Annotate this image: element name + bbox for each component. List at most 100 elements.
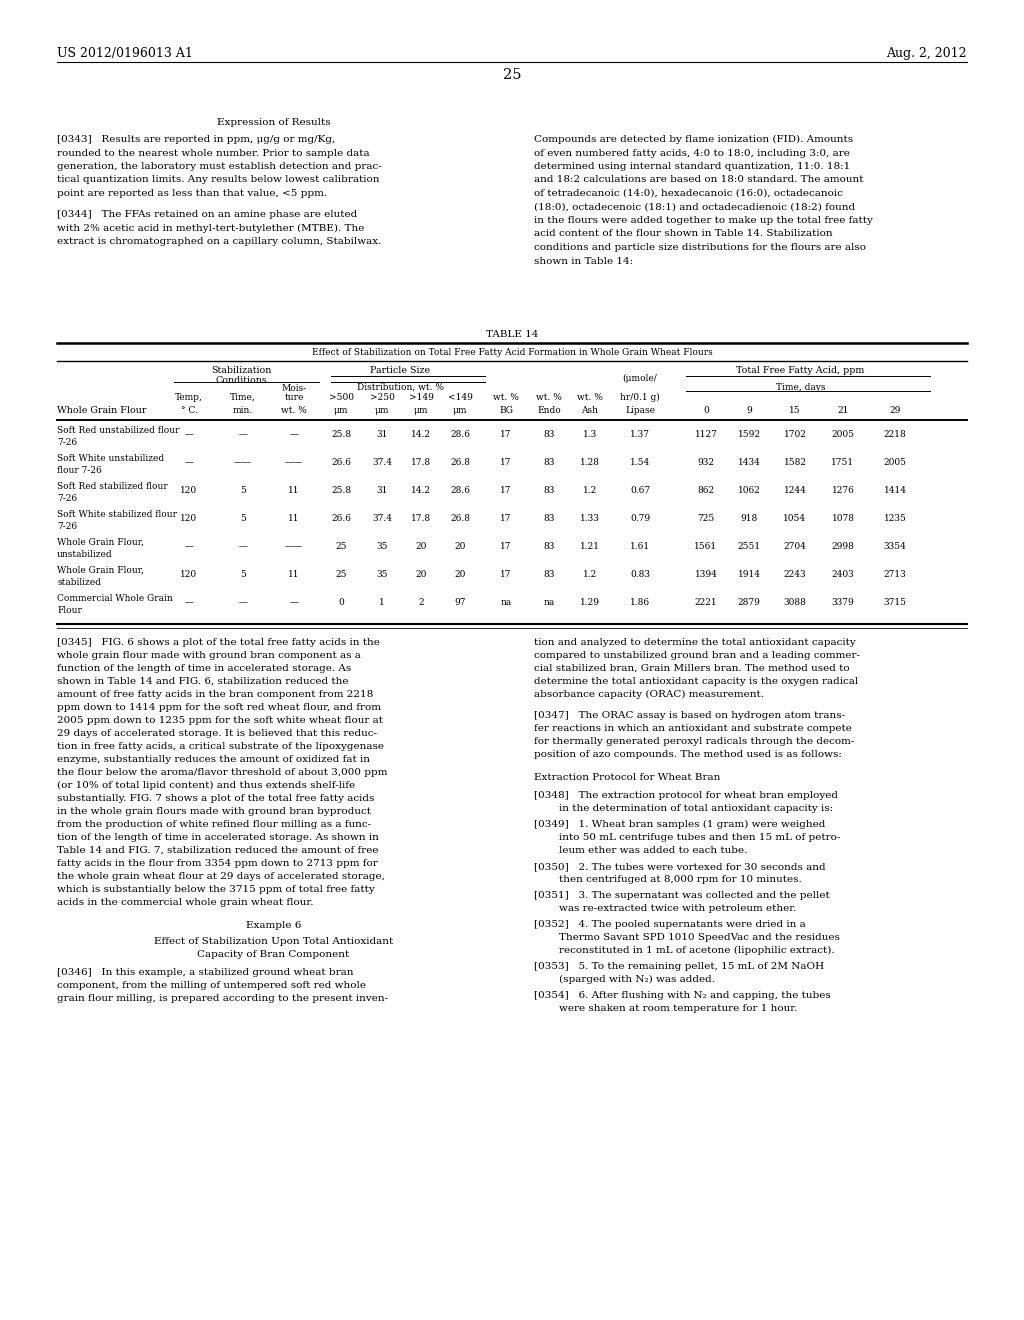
- Text: 35: 35: [376, 570, 388, 579]
- Text: (sparged with N₂) was added.: (sparged with N₂) was added.: [559, 975, 715, 985]
- Text: 37.4: 37.4: [372, 458, 392, 467]
- Text: 2998: 2998: [831, 543, 854, 550]
- Text: 1751: 1751: [831, 458, 855, 467]
- Text: [0345]   FIG. 6 shows a plot of the total free fatty acids in the: [0345] FIG. 6 shows a plot of the total …: [57, 638, 380, 647]
- Text: and 18:2 calculations are based on 18:0 standard. The amount: and 18:2 calculations are based on 18:0 …: [534, 176, 863, 185]
- Text: fer reactions in which an antioxidant and substrate compete: fer reactions in which an antioxidant an…: [534, 723, 852, 733]
- Text: na: na: [501, 598, 512, 607]
- Text: Whole Grain Flour: Whole Grain Flour: [57, 407, 146, 414]
- Text: 5: 5: [240, 513, 246, 523]
- Text: acids in the commercial whole grain wheat flour.: acids in the commercial whole grain whea…: [57, 898, 313, 907]
- Text: Commercial Whole Grain: Commercial Whole Grain: [57, 594, 173, 603]
- Text: 1276: 1276: [831, 486, 854, 495]
- Text: 17: 17: [501, 570, 512, 579]
- Text: wt. %: wt. %: [536, 393, 562, 403]
- Text: 11: 11: [288, 486, 300, 495]
- Text: Time, days: Time, days: [776, 383, 825, 392]
- Text: [0350]   2. The tubes were vortexed for 30 seconds and: [0350] 2. The tubes were vortexed for 30…: [534, 862, 825, 871]
- Text: shown in Table 14 and FIG. 6, stabilization reduced the: shown in Table 14 and FIG. 6, stabilizat…: [57, 677, 348, 686]
- Text: 1561: 1561: [694, 543, 718, 550]
- Text: 20: 20: [416, 570, 427, 579]
- Text: stabilized: stabilized: [57, 578, 101, 587]
- Text: 1078: 1078: [831, 513, 854, 523]
- Text: 0: 0: [338, 598, 344, 607]
- Text: Endo: Endo: [538, 407, 561, 414]
- Text: Ash: Ash: [582, 407, 598, 414]
- Text: 14.2: 14.2: [411, 486, 431, 495]
- Text: [0351]   3. The supernatant was collected and the pellet: [0351] 3. The supernatant was collected …: [534, 891, 829, 900]
- Text: [0346]   In this example, a stabilized ground wheat bran: [0346] In this example, a stabilized gro…: [57, 968, 353, 977]
- Text: 2221: 2221: [694, 598, 718, 607]
- Text: 0.67: 0.67: [630, 486, 650, 495]
- Text: 2005: 2005: [831, 430, 854, 440]
- Text: Soft White unstabilized: Soft White unstabilized: [57, 454, 164, 463]
- Text: [0352]   4. The pooled supernatants were dried in a: [0352] 4. The pooled supernatants were d…: [534, 920, 806, 929]
- Text: 1.54: 1.54: [630, 458, 650, 467]
- Text: [0347]   The ORAC assay is based on hydrogen atom trans-: [0347] The ORAC assay is based on hydrog…: [534, 711, 845, 719]
- Text: Flour: Flour: [57, 606, 82, 615]
- Text: 31: 31: [376, 486, 388, 495]
- Text: 1127: 1127: [694, 430, 718, 440]
- Text: ture: ture: [285, 393, 304, 403]
- Text: 3715: 3715: [884, 598, 906, 607]
- Text: 1582: 1582: [783, 458, 807, 467]
- Text: Expression of Results: Expression of Results: [217, 117, 331, 127]
- Text: point are reported as less than that value, <5 ppm.: point are reported as less than that val…: [57, 189, 327, 198]
- Text: >500: >500: [329, 393, 353, 403]
- Text: 29: 29: [889, 407, 901, 414]
- Text: 26.8: 26.8: [450, 513, 470, 523]
- Text: 918: 918: [740, 513, 758, 523]
- Text: 11: 11: [288, 570, 300, 579]
- Text: hr/0.1 g): hr/0.1 g): [621, 393, 659, 403]
- Text: 35: 35: [376, 543, 388, 550]
- Text: 2005 ppm down to 1235 ppm for the soft white wheat flour at: 2005 ppm down to 1235 ppm for the soft w…: [57, 715, 383, 725]
- Text: into 50 mL centrifuge tubes and then 15 mL of petro-: into 50 mL centrifuge tubes and then 15 …: [559, 833, 841, 842]
- Text: —: —: [290, 430, 299, 440]
- Text: 1.29: 1.29: [580, 598, 600, 607]
- Text: 2704: 2704: [783, 543, 807, 550]
- Text: 2005: 2005: [884, 458, 906, 467]
- Text: 1: 1: [379, 598, 385, 607]
- Text: ——: ——: [234, 458, 252, 467]
- Text: tical quantization limits. Any results below lowest calibration: tical quantization limits. Any results b…: [57, 176, 380, 185]
- Text: (18:0), octadecenoic (18:1) and octadecadienoic (18:2) found: (18:0), octadecenoic (18:1) and octadeca…: [534, 202, 855, 211]
- Text: 1.28: 1.28: [580, 458, 600, 467]
- Text: μm: μm: [453, 407, 467, 414]
- Text: component, from the milling of untempered soft red whole: component, from the milling of untempere…: [57, 981, 366, 990]
- Text: 1434: 1434: [737, 458, 761, 467]
- Text: Extraction Protocol for Wheat Bran: Extraction Protocol for Wheat Bran: [534, 774, 720, 781]
- Text: 17: 17: [501, 513, 512, 523]
- Text: generation, the laboratory must establish detection and prac-: generation, the laboratory must establis…: [57, 162, 382, 172]
- Text: —: —: [239, 543, 248, 550]
- Text: 0: 0: [703, 407, 709, 414]
- Text: reconstituted in 1 mL of acetone (lipophilic extract).: reconstituted in 1 mL of acetone (lipoph…: [559, 946, 835, 956]
- Text: Distribution, wt. %: Distribution, wt. %: [357, 383, 444, 392]
- Text: acid content of the flour shown in Table 14. Stabilization: acid content of the flour shown in Table…: [534, 230, 833, 239]
- Text: the flour below the aroma/flavor threshold of about 3,000 ppm: the flour below the aroma/flavor thresho…: [57, 768, 387, 777]
- Text: Whole Grain Flour,: Whole Grain Flour,: [57, 539, 144, 546]
- Text: μm: μm: [334, 407, 348, 414]
- Text: tion in free fatty acids, a critical substrate of the lipoxygenase: tion in free fatty acids, a critical sub…: [57, 742, 384, 751]
- Text: which is substantially below the 3715 ppm of total free fatty: which is substantially below the 3715 pp…: [57, 884, 375, 894]
- Text: 26.8: 26.8: [450, 458, 470, 467]
- Text: 2243: 2243: [783, 570, 806, 579]
- Text: ° C.: ° C.: [180, 407, 198, 414]
- Text: Soft White stabilized flour: Soft White stabilized flour: [57, 510, 177, 519]
- Text: Effect of Stabilization Upon Total Antioxidant: Effect of Stabilization Upon Total Antio…: [154, 937, 393, 946]
- Text: Table 14 and FIG. 7, stabilization reduced the amount of free: Table 14 and FIG. 7, stabilization reduc…: [57, 846, 379, 855]
- Text: 25: 25: [503, 69, 521, 82]
- Text: 7-26: 7-26: [57, 521, 77, 531]
- Text: —: —: [290, 598, 299, 607]
- Text: —: —: [239, 598, 248, 607]
- Text: determined using internal standard quantization, 11:0. 18:1: determined using internal standard quant…: [534, 162, 850, 172]
- Text: cial stabilized bran, Grain Millers bran. The method used to: cial stabilized bran, Grain Millers bran…: [534, 664, 850, 673]
- Text: 83: 83: [544, 486, 555, 495]
- Text: Temp,: Temp,: [175, 393, 203, 403]
- Text: 120: 120: [180, 486, 198, 495]
- Text: in the whole grain flours made with ground bran byproduct: in the whole grain flours made with grou…: [57, 807, 371, 816]
- Text: determine the total antioxidant capacity is the oxygen radical: determine the total antioxidant capacity…: [534, 677, 858, 686]
- Text: Example 6: Example 6: [246, 921, 301, 931]
- Text: 31: 31: [376, 430, 388, 440]
- Text: [0353]   5. To the remaining pellet, 15 mL of 2M NaOH: [0353] 5. To the remaining pellet, 15 mL…: [534, 962, 824, 972]
- Text: grain flour milling, is prepared according to the present inven-: grain flour milling, is prepared accordi…: [57, 994, 388, 1003]
